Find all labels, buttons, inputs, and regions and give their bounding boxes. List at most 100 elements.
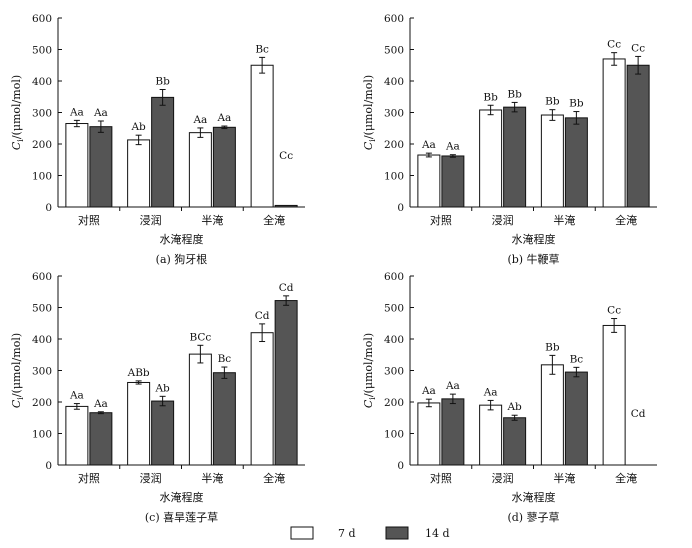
bar-7d-2 bbox=[127, 139, 151, 208]
data-label: Aa bbox=[421, 385, 436, 397]
panel-caption: (a) 狗牙根 bbox=[156, 252, 208, 266]
bar-14d-2 bbox=[151, 96, 175, 208]
data-label: Bb bbox=[155, 76, 170, 88]
y-tick-label: 100 bbox=[384, 429, 404, 441]
y-tick-label: 300 bbox=[32, 108, 52, 120]
bar-7d-4 bbox=[250, 332, 274, 466]
data-label: Cd bbox=[255, 310, 270, 322]
data-label: Cc bbox=[631, 42, 645, 54]
data-label: Bb bbox=[569, 98, 584, 110]
bar-14d-3 bbox=[564, 117, 588, 208]
chart-panels: 0 100 200 300 400 500 600 Ci/(μmol/mol) 对照 Aa Aa 浸润… bbox=[10, 13, 657, 524]
legend-label-7d: 7 d bbox=[338, 527, 356, 540]
x-tick-label: 全淹 bbox=[615, 213, 637, 227]
data-label: Bc bbox=[218, 353, 232, 365]
y-tick-label: 600 bbox=[32, 271, 52, 283]
y-tick-label: 600 bbox=[384, 13, 404, 25]
bar-14d-3 bbox=[212, 126, 236, 208]
data-label: Bb bbox=[507, 88, 522, 100]
y-tick-label: 100 bbox=[384, 171, 404, 183]
bar-14d-1 bbox=[441, 155, 465, 208]
bar-14d-2 bbox=[503, 417, 527, 466]
panel-caption: (c) 喜旱莲子草 bbox=[145, 511, 218, 524]
y-tick-label: 0 bbox=[397, 202, 404, 214]
x-tick-label: 对照 bbox=[78, 471, 100, 485]
data-label: Cd bbox=[631, 408, 646, 420]
x-tick-label: 全淹 bbox=[615, 471, 637, 485]
y-tick-label: 0 bbox=[397, 460, 404, 472]
bar-14d-4 bbox=[274, 204, 298, 208]
bar-14d-3 bbox=[564, 371, 588, 466]
data-label: Aa bbox=[445, 380, 460, 392]
y-axis-label: Ci/(μmol/mol) bbox=[362, 75, 377, 150]
data-label: ABb bbox=[127, 367, 150, 379]
bar-7d-4 bbox=[250, 64, 274, 208]
bar-14d-4 bbox=[626, 64, 650, 208]
y-tick-label: 0 bbox=[45, 202, 52, 214]
y-tick-label: 500 bbox=[32, 45, 52, 57]
data-label: Bc bbox=[570, 353, 584, 365]
bar-7d-3 bbox=[188, 132, 212, 208]
bar-7d-3 bbox=[540, 364, 564, 466]
x-tick-label: 半淹 bbox=[201, 471, 223, 485]
y-tick-label: 300 bbox=[384, 108, 404, 120]
x-tick-label: 浸润 bbox=[140, 213, 162, 227]
chart-panel-1: 0 100 200 300 400 500 600 Ci/(μmol/mol) 对照 Aa Aa 浸润… bbox=[10, 13, 305, 266]
x-tick-label: 对照 bbox=[430, 471, 452, 485]
y-tick-label: 500 bbox=[32, 303, 52, 315]
y-tick-label: 200 bbox=[32, 139, 52, 151]
panel-caption: (b) 牛鞭草 bbox=[507, 252, 559, 266]
x-tick-label: 浸润 bbox=[492, 213, 514, 227]
bar-14d-1 bbox=[89, 412, 113, 466]
bar-7d-1 bbox=[417, 154, 441, 208]
bar-7d-1 bbox=[417, 402, 441, 466]
bar-14d-1 bbox=[89, 126, 113, 208]
y-tick-label: 400 bbox=[384, 76, 404, 88]
y-tick-label: 300 bbox=[32, 366, 52, 378]
bar-14d-2 bbox=[151, 400, 175, 466]
data-label: Cc bbox=[279, 150, 293, 162]
data-label: Cc bbox=[607, 39, 621, 51]
data-label: Ab bbox=[130, 121, 146, 133]
x-axis-label: 水淹程度 bbox=[160, 490, 204, 504]
x-tick-label: 对照 bbox=[78, 213, 100, 227]
y-tick-label: 0 bbox=[45, 460, 52, 472]
data-label: Bb bbox=[545, 96, 560, 108]
y-tick-label: 200 bbox=[384, 397, 404, 409]
data-label: Bb bbox=[483, 91, 498, 103]
data-label: BCc bbox=[189, 331, 211, 343]
x-axis-label: 水淹程度 bbox=[160, 232, 204, 246]
data-label: Cd bbox=[279, 282, 294, 294]
bar-14d-1 bbox=[441, 398, 465, 466]
data-label: Bb bbox=[545, 341, 560, 353]
y-tick-label: 200 bbox=[32, 397, 52, 409]
x-tick-label: 半淹 bbox=[553, 213, 575, 227]
x-tick-label: 全淹 bbox=[263, 213, 285, 227]
x-tick-label: 浸润 bbox=[492, 471, 514, 485]
x-tick-label: 浸润 bbox=[140, 471, 162, 485]
chart-panel-2: 0 100 200 300 400 500 600 Ci/(μmol/mol) 对照 Aa Aa 浸润… bbox=[362, 13, 657, 266]
bar-7d-1 bbox=[65, 405, 89, 466]
x-tick-label: 对照 bbox=[430, 213, 452, 227]
y-tick-label: 100 bbox=[32, 171, 52, 183]
y-tick-label: 400 bbox=[32, 76, 52, 88]
y-axis-label: Ci/(μmol/mol) bbox=[362, 333, 377, 408]
data-label: Aa bbox=[69, 390, 84, 402]
y-axis-label: Ci/(μmol/mol) bbox=[10, 75, 25, 150]
bar-7d-4 bbox=[602, 324, 626, 466]
data-label: Cc bbox=[607, 305, 621, 317]
data-label: Aa bbox=[93, 107, 108, 119]
data-label: Aa bbox=[445, 141, 460, 153]
y-tick-label: 500 bbox=[384, 303, 404, 315]
y-axis-label: Ci/(μmol/mol) bbox=[10, 333, 25, 408]
y-tick-label: 100 bbox=[32, 429, 52, 441]
y-tick-label: 200 bbox=[384, 139, 404, 151]
bar-7d-4 bbox=[602, 58, 626, 208]
chart-panel-3: 0 100 200 300 400 500 600 Ci/(μmol/mol) 对照 Aa Aa 浸润… bbox=[10, 271, 305, 524]
bar-14d-2 bbox=[503, 106, 527, 208]
x-axis-label: 水淹程度 bbox=[512, 490, 556, 504]
y-tick-label: 300 bbox=[384, 366, 404, 378]
y-tick-label: 600 bbox=[32, 13, 52, 25]
bar-7d-2 bbox=[479, 109, 503, 208]
y-tick-label: 500 bbox=[384, 45, 404, 57]
